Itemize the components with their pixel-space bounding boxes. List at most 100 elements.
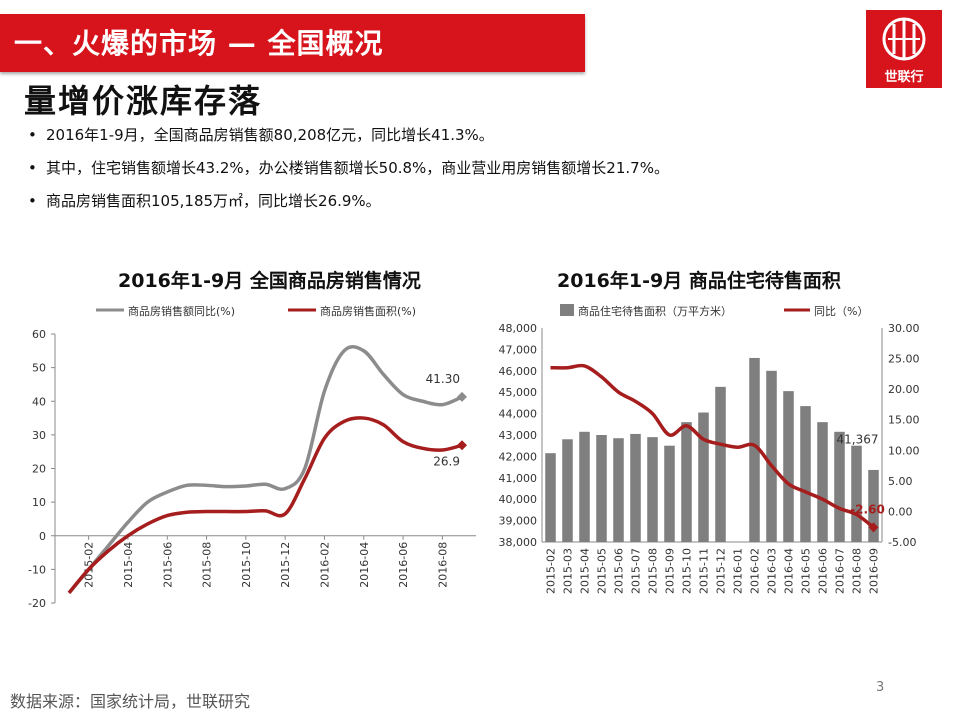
chart2-right-tick-label: 5.00: [888, 475, 913, 488]
chart1-y-tick-label: 10: [32, 496, 46, 509]
bar-inventory: [613, 438, 624, 542]
bullet-item: 2016年1-9月，全国商品房销售额80,208亿元，同比增长41.3%。: [28, 124, 669, 157]
chart2-x-tick-label: 2016-05: [800, 548, 813, 594]
data-label-inventory: 41,367: [837, 433, 879, 447]
bar-inventory: [596, 435, 607, 542]
bullet-item: 其中，住宅销售额增长43.2%，办公楼销售额增长50.8%，商业营业用房销售额增…: [28, 157, 669, 190]
logo-text: 世联行: [884, 70, 924, 85]
chart2-right-tick-label: 10.00: [888, 444, 920, 457]
data-label-sales-area: 26.9: [433, 454, 460, 468]
bar-inventory: [715, 386, 726, 542]
chart1-y-tick-label: 40: [32, 395, 46, 408]
page-number: 3: [876, 680, 885, 695]
chart2-x-tick-label: 2015-09: [664, 548, 677, 594]
company-logo: 世联行: [866, 10, 942, 88]
bar-inventory: [766, 370, 777, 542]
chart2-right-tick-label: -5.00: [888, 536, 916, 549]
series-end-marker: [868, 522, 879, 533]
chart2-title: 2016年1-9月 商品住宅待售面积: [557, 270, 841, 292]
bullet-list: 2016年1-9月，全国商品房销售额80,208亿元，同比增长41.3%。 其中…: [28, 124, 669, 223]
bar-inventory: [783, 391, 794, 542]
chart1-x-tick-label: 2015-10: [240, 542, 253, 588]
chart2-x-tick-label: 2016-04: [783, 548, 796, 594]
chart1-x-tick-label: 2015-04: [122, 542, 135, 588]
bar-inventory: [630, 433, 641, 542]
bar-inventory: [834, 431, 845, 542]
chart2-left-tick-label: 44,000: [499, 408, 538, 421]
chart2-right-tick-label: 15.00: [888, 414, 920, 427]
legend-label-sales-amount: 商品房销售额同比(%): [128, 304, 235, 318]
page-subtitle: 量增价涨库存落: [24, 82, 263, 120]
data-label-yoy: -2.60: [850, 502, 885, 516]
chart2-left-tick-label: 47,000: [499, 343, 538, 356]
chart1-x-tick-label: 2015-12: [279, 542, 292, 588]
chart1-x-tick-label: 2016-06: [397, 542, 410, 588]
legend-label-sales-area: 商品房销售面积(%): [320, 304, 416, 318]
chart2-x-tick-label: 2015-11: [698, 548, 711, 594]
chart2-x-tick-label: 2015-12: [715, 548, 728, 594]
chart2-left-tick-label: 43,000: [499, 429, 538, 442]
data-source: 数据来源：国家统计局，世联研究: [10, 692, 251, 711]
bar-inventory: [545, 453, 556, 542]
series-sales-amount-line: [67, 345, 463, 595]
chart2-left-tick-label: 41,000: [499, 472, 538, 485]
chart2-right-tick-label: 0.00: [888, 505, 913, 518]
section-title: 一、火爆的市场 — 全国概况: [14, 27, 384, 60]
series-end-marker: [457, 440, 467, 451]
bar-inventory: [800, 406, 811, 542]
bar-inventory: [868, 469, 879, 542]
data-label-sales-amount: 41.30: [426, 372, 460, 386]
series-yoy-line: [550, 363, 875, 529]
bar-inventory: [664, 445, 675, 542]
chart2-x-tick-label: 2016-02: [749, 548, 762, 594]
chart2-x-tick-label: 2016-08: [851, 548, 864, 594]
chart1-x-tick-label: 2016-04: [358, 542, 371, 588]
legend-label-inventory: 商品住宅待售面积（万平方米）: [578, 304, 732, 318]
chart2-x-tick-label: 2016-07: [834, 548, 847, 594]
chart2-left-tick-label: 39,000: [499, 515, 538, 528]
chart1-y-tick-label: 0: [39, 530, 46, 543]
section-banner: 一、火爆的市场 — 全国概况: [0, 14, 585, 72]
chart2-left-tick-label: 46,000: [499, 365, 538, 378]
legend-swatch-inventory: [560, 304, 574, 316]
chart2-x-tick-label: 2015-03: [562, 548, 575, 594]
legend-label-yoy: 同比（%）: [814, 305, 868, 318]
chart2-right-tick-label: 25.00: [888, 353, 920, 366]
chart2-x-tick-label: 2015-02: [545, 548, 558, 594]
bar-inventory: [817, 422, 828, 542]
chart1-x-tick-label: 2015-02: [83, 542, 96, 588]
chart1-y-tick-label: 20: [32, 463, 46, 476]
chart1-y-tick-label: 50: [32, 362, 46, 375]
chart1-y-tick-label: 60: [32, 328, 46, 341]
chart2-x-tick-label: 2015-04: [579, 548, 592, 594]
chart1-x-tick-label: 2016-08: [436, 542, 449, 588]
chart1-y-tick-label: 30: [32, 429, 46, 442]
chart2-x-tick-label: 2016-03: [766, 548, 779, 594]
chart1-x-tick-label: 2016-02: [318, 542, 331, 588]
bar-inventory: [681, 422, 692, 542]
chart2-x-tick-label: 2015-10: [681, 548, 694, 594]
bullet-item: 商品房销售面积105,185万㎡，同比增长26.9%。: [28, 190, 669, 223]
chart2-left-tick-label: 42,000: [499, 450, 538, 463]
chart2-x-tick-label: 2016-09: [868, 548, 881, 594]
bar-inventory: [562, 439, 573, 542]
bar-inventory: [851, 445, 862, 542]
series-sales-area-line: [67, 416, 463, 595]
bar-inventory: [749, 357, 760, 542]
series-end-marker: [457, 391, 467, 402]
chart2-right-tick-label: 20.00: [888, 383, 920, 396]
chart2-left-tick-label: 45,000: [499, 386, 538, 399]
chart1-title: 2016年1-9月 全国商品房销售情况: [118, 270, 421, 292]
bar-inventory: [647, 437, 658, 542]
bar-inventory: [579, 431, 590, 542]
chart2-x-tick-label: 2015-05: [596, 548, 609, 594]
chart1-x-tick-label: 2015-08: [201, 542, 214, 588]
chart2-x-tick-label: 2015-06: [613, 548, 626, 594]
chart2-left-tick-label: 40,000: [499, 493, 538, 506]
chart2-left-tick-label: 48,000: [499, 322, 538, 335]
chart2-x-tick-label: 2015-08: [647, 548, 660, 594]
chart2-x-tick-label: 2016-01: [732, 548, 745, 594]
bar-inventory: [698, 412, 709, 542]
chart2-left-tick-label: 38,000: [499, 536, 538, 549]
